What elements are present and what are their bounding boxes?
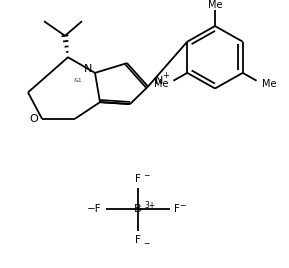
Text: B: B — [134, 204, 142, 214]
Text: +: + — [162, 71, 169, 80]
Text: −: − — [143, 171, 149, 180]
Text: O: O — [30, 114, 38, 124]
Text: 3+: 3+ — [144, 201, 155, 210]
Text: N: N — [155, 76, 163, 86]
Text: −F: −F — [87, 204, 102, 214]
Text: N: N — [84, 64, 92, 74]
Text: Me: Me — [262, 79, 276, 89]
Text: −: − — [143, 239, 149, 248]
Text: −: − — [179, 201, 185, 210]
Text: Me: Me — [208, 0, 222, 10]
Text: F: F — [135, 235, 141, 245]
Text: F: F — [174, 204, 180, 214]
Text: F: F — [135, 174, 141, 184]
Text: &1: &1 — [73, 78, 82, 83]
Text: Me: Me — [154, 79, 168, 89]
